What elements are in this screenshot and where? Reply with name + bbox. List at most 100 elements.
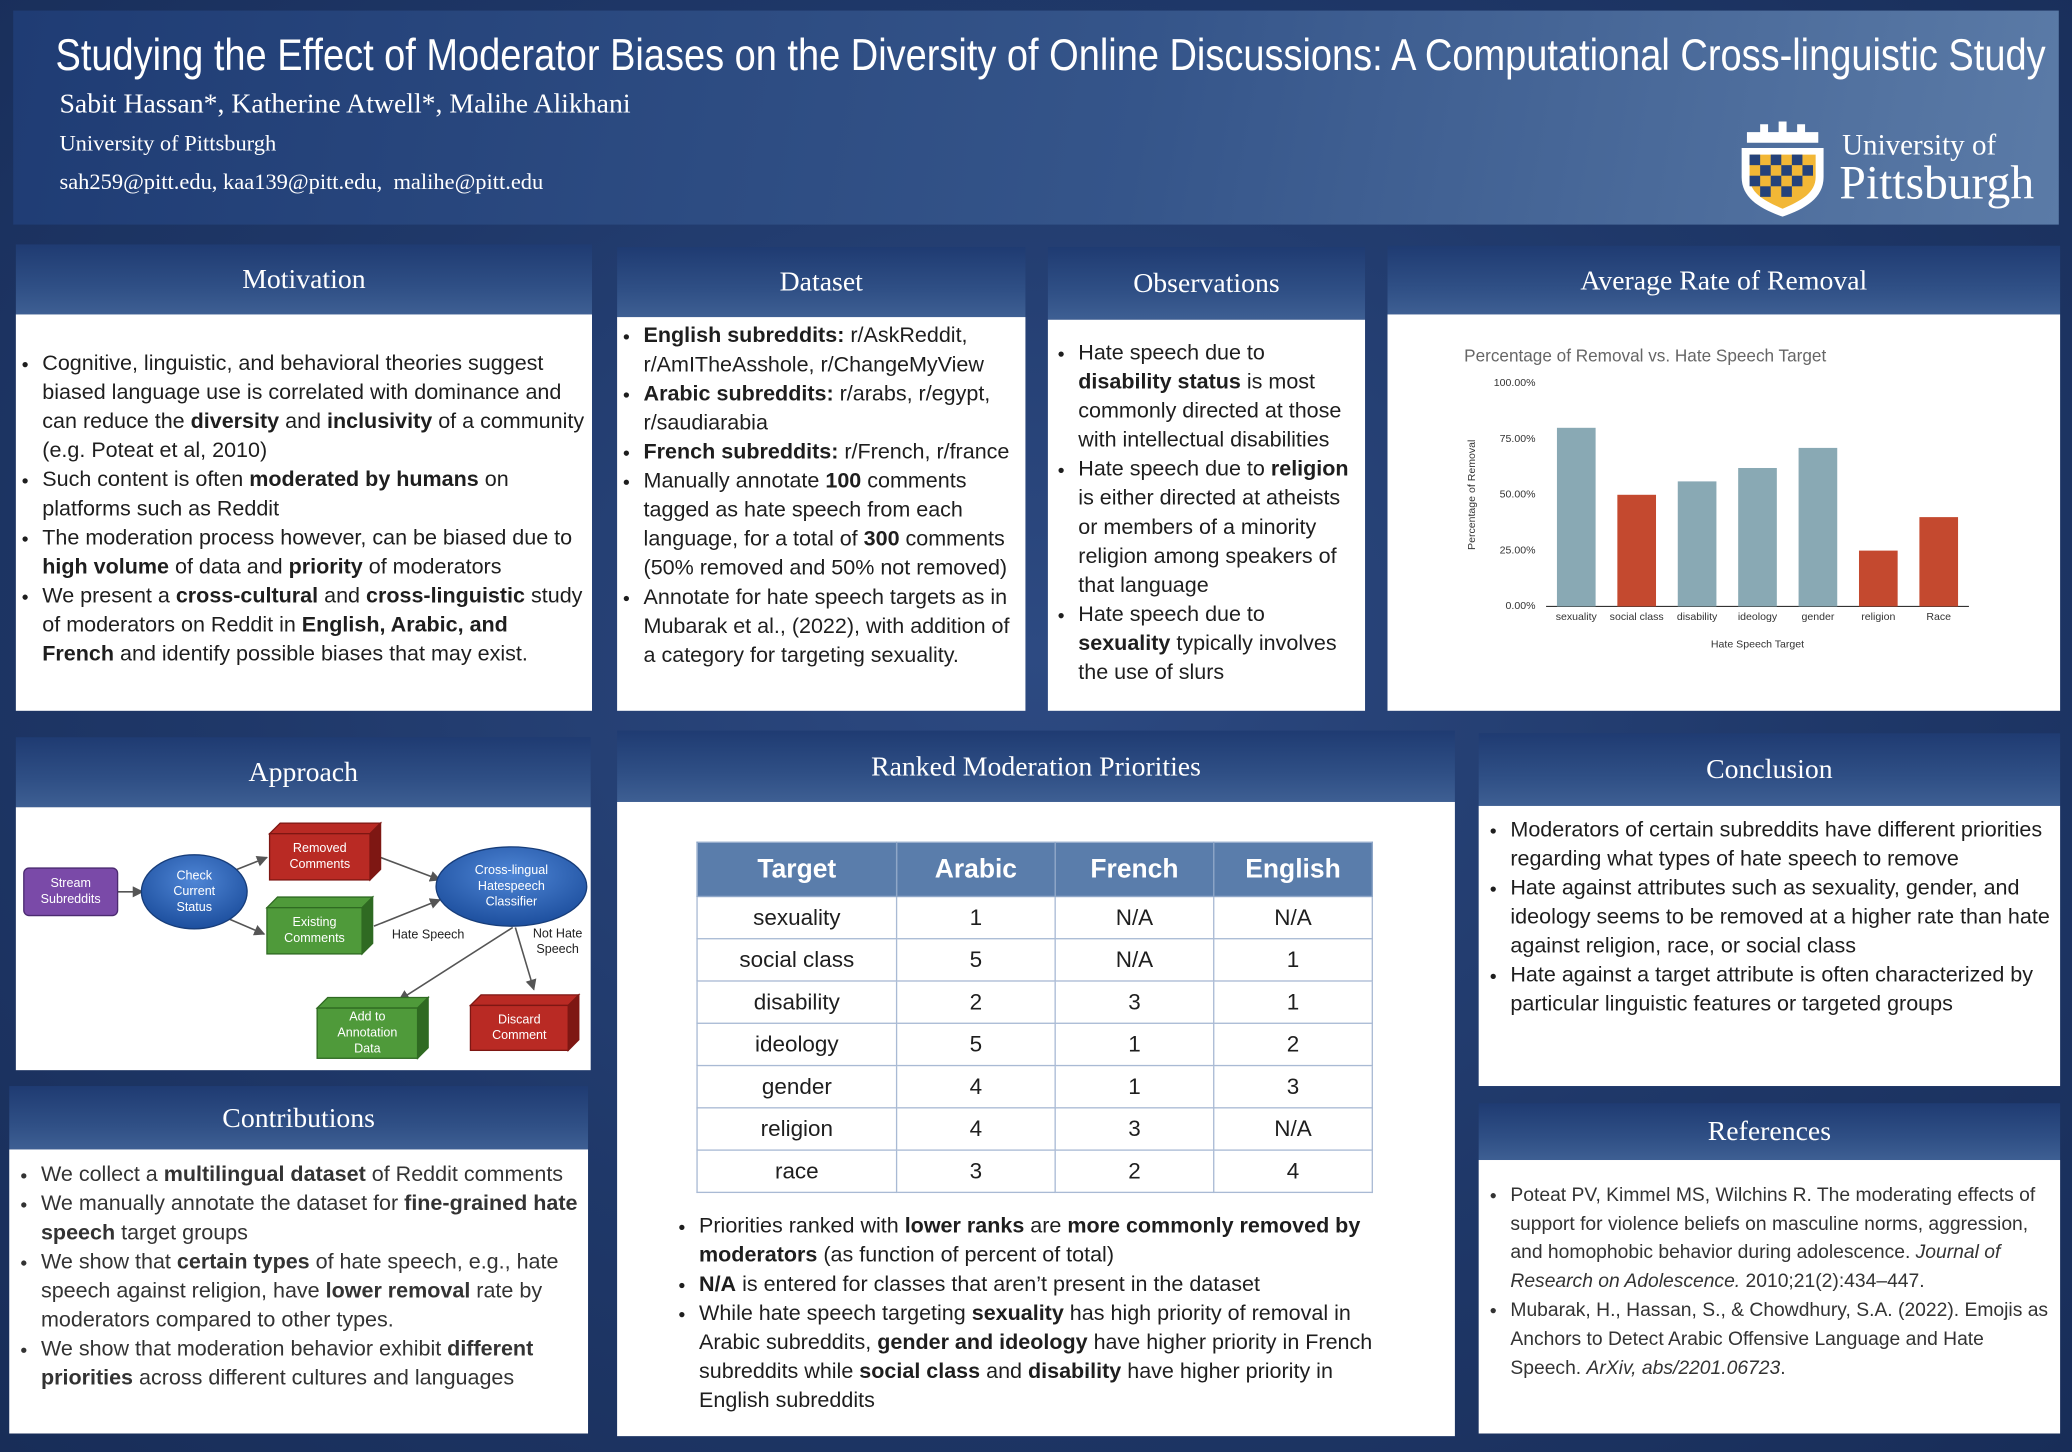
bullet: Hate against a target attribute is often… [1510, 961, 2052, 1019]
bullet: Mubarak, H., Hassan, S., & Chowdhury, S.… [1510, 1297, 2052, 1384]
cell: 3 [1054, 980, 1215, 1024]
observations-panel: Observations Hate speech due to disabili… [1047, 247, 1366, 711]
header-cell: French [1054, 841, 1215, 898]
bold-text: different priorities [40, 1337, 534, 1390]
node-side [567, 993, 580, 1052]
node-side [361, 895, 374, 956]
cell: 3 [1054, 1107, 1215, 1151]
chart: Percentage of Removal vs. Hate Speech Ta… [1464, 345, 1969, 651]
node-label: Subreddits [41, 892, 101, 906]
bold-text: social class [859, 1359, 981, 1384]
node [469, 1004, 569, 1052]
arrow [398, 926, 514, 1001]
bold-text: sexuality [971, 1301, 1064, 1326]
text: Priorities ranked with [699, 1214, 905, 1238]
text: (as function of percent of total) [817, 1243, 1115, 1268]
node-label: Discard [498, 1012, 541, 1026]
text: Hate against a target attribute is often… [1510, 963, 2034, 1017]
bold-text: lower removal [325, 1278, 471, 1303]
row: social class 5 N/A 1 [696, 938, 1373, 982]
text: Mubarak, H., Hassan, S., & Chowdhury, S.… [1510, 1300, 2049, 1379]
text: rate by moderators compared to other typ… [40, 1278, 543, 1332]
bold-text: diversity [190, 409, 280, 434]
text: is entered for classes that aren’t prese… [736, 1272, 1260, 1297]
text: Such content is often [42, 467, 250, 492]
panel-body: Percentage of Removal vs. Hate Speech Ta… [1387, 314, 2061, 711]
bold-text: 100 [825, 469, 862, 493]
arrow [226, 917, 266, 936]
node-label: Current [173, 884, 215, 898]
panel-title: Conclusion [1706, 753, 1833, 785]
header-cell: Target [696, 841, 898, 898]
bar [1798, 447, 1838, 607]
cell: 4 [895, 1064, 1056, 1109]
bullet: Hate speech due to sexuality typically i… [1078, 600, 1357, 687]
text: and [318, 583, 366, 608]
node [268, 833, 371, 881]
row: sexuality 1 N/A N/A [696, 895, 1373, 940]
arrow [380, 856, 442, 882]
bold-text: English subreddits: [643, 323, 845, 348]
panel-header: Approach [15, 737, 591, 808]
cell: 1 [1213, 938, 1373, 982]
node-label: Comment [492, 1028, 547, 1042]
bullet: English subreddits: r/AskReddit, r/AmITh… [644, 321, 1018, 379]
text: Moderators of certain subreddits have di… [1510, 817, 2043, 871]
emails: sah259@pitt.edu, kaa139@pitt.edu, malihe… [59, 169, 544, 195]
text: of moderators [362, 554, 502, 579]
text: Hate speech due to [1078, 340, 1265, 365]
cell: 2 [1054, 1149, 1215, 1194]
cell: gender [696, 1064, 898, 1109]
bold-text: 300 [863, 527, 900, 551]
node-label: Annotation [337, 1025, 397, 1039]
node-label: Status [176, 900, 212, 914]
x-tick-label: social class [1610, 611, 1664, 623]
bullet: We present a cross-cultural and cross-li… [42, 581, 584, 668]
text: is most commonly directed at those with … [1078, 369, 1342, 452]
panel-body: Poteat PV, Kimmel MS, Wilchins R. The mo… [1478, 1160, 2061, 1434]
panel-title: Ranked Moderation Priorities [871, 749, 1201, 782]
bullet: We show that moderation behavior exhibit… [41, 1334, 580, 1392]
text: is either directed at atheists or member… [1078, 486, 1341, 598]
bold-text: certain types [176, 1249, 310, 1274]
node-label: Removed [293, 841, 347, 855]
panel-body: Cognitive, linguistic, and behavioral th… [15, 314, 593, 711]
text: of Reddit comments [365, 1162, 564, 1187]
y-tick-label: 50.00% [1500, 489, 1536, 501]
text: are [1024, 1214, 1068, 1238]
panel-body: Moderators of certain subreddits have di… [1478, 805, 2061, 1087]
bullet: Hate speech due to religion is either di… [1078, 454, 1357, 599]
cell: disability [696, 980, 898, 1024]
bullet: We show that certain types of hate speec… [41, 1247, 580, 1334]
bullet: Moderators of certain subreddits have di… [1510, 815, 2052, 873]
panel-body: Hate speech due to disability status is … [1047, 319, 1366, 711]
row: gender 4 1 3 [696, 1064, 1373, 1109]
panel-header: Conclusion [1478, 733, 2061, 806]
bullet: Cognitive, linguistic, and behavioral th… [42, 349, 584, 465]
header-cell: English [1213, 841, 1373, 898]
y-tick-label: 75.00% [1500, 433, 1536, 445]
row: disability 2 3 1 [696, 980, 1373, 1024]
arrow [514, 927, 537, 991]
x-tick-label: sexuality [1556, 611, 1598, 623]
panel-header: Dataset [617, 247, 1026, 318]
node-top [267, 822, 383, 835]
bold-text: high volume [42, 554, 169, 579]
approach-panel: Approach Stream Subreddits Check Current Sta… [15, 737, 591, 1071]
bullet-list: Cognitive, linguistic, and behavioral th… [16, 349, 592, 669]
panel-body: English subreddits: r/AskReddit, r/AmITh… [617, 317, 1026, 711]
bullet: Annotate for hate speech targets as in M… [644, 583, 1018, 670]
text: We collect a [40, 1162, 164, 1187]
bullet: Manually annotate 100 comments tagged as… [644, 466, 1018, 582]
contributions-panel: Contributions We collect a multilingual … [9, 1086, 589, 1434]
x-axis-label: Hate Speech Target [1711, 639, 1804, 651]
conclusion-panel: Conclusion Moderators of certain subredd… [1478, 733, 2061, 1087]
cell: 2 [895, 980, 1056, 1024]
header-cell: Arabic [895, 841, 1056, 898]
text: We show that moderation behavior exhibit [40, 1337, 448, 1361]
panel-title: References [1707, 1115, 1832, 1147]
text: 2010;21(2):434–447. [1740, 1270, 1925, 1292]
bar [1617, 494, 1657, 607]
